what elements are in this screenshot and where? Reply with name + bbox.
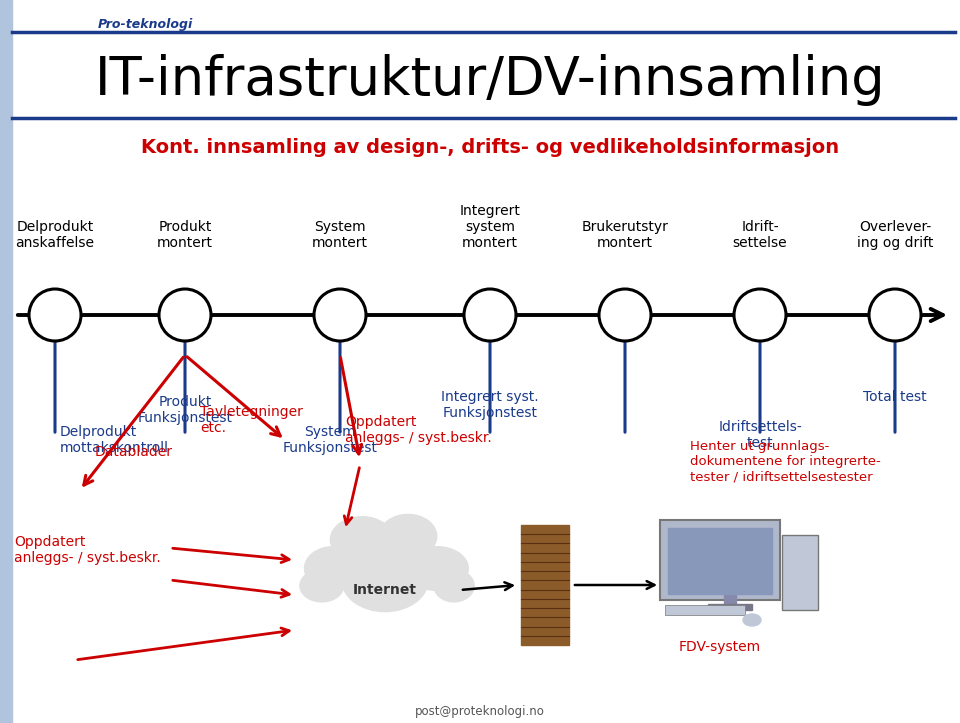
Text: Delprodukt
mottakskontroll: Delprodukt mottakskontroll [60,425,169,455]
Text: Integrert syst.
Funksjonstest: Integrert syst. Funksjonstest [442,390,539,420]
Text: Delprodukt
anskaffelse: Delprodukt anskaffelse [15,220,94,250]
Ellipse shape [405,547,468,591]
Text: Overlever-
ing og drift: Overlever- ing og drift [857,220,933,250]
Text: Idriftsettels-
test: Idriftsettels- test [718,420,802,450]
Ellipse shape [734,289,786,341]
Ellipse shape [379,515,437,558]
Text: Oppdatert
anleggs- / syst.beskr.: Oppdatert anleggs- / syst.beskr. [14,535,160,565]
Ellipse shape [330,517,394,562]
Text: Brukerutstyr
montert: Brukerutstyr montert [582,220,668,250]
Text: post@proteknologi.no: post@proteknologi.no [415,705,545,718]
Text: Idrift-
settelse: Idrift- settelse [732,220,787,250]
Text: FDV-system: FDV-system [679,640,761,654]
Ellipse shape [434,570,474,602]
Text: Tavletegninger
etc.: Tavletegninger etc. [200,405,302,435]
Text: Internet: Internet [353,583,417,597]
Ellipse shape [314,289,366,341]
Bar [521,525,569,645]
Bar [668,528,772,594]
Text: IT-infrastruktur/DV-innsamling: IT-infrastruktur/DV-innsamling [95,54,885,106]
Text: Datablader: Datablader [95,445,173,459]
Ellipse shape [599,289,651,341]
Ellipse shape [869,289,921,341]
Text: System
Funksjonstest: System Funksjonstest [282,425,377,455]
Text: Kont. innsamling av design-, drifts- og vedlikeholdsinformasjon: Kont. innsamling av design-, drifts- og … [141,138,839,157]
Bar [665,605,745,615]
Ellipse shape [29,289,81,341]
Bar [0,0,12,723]
Text: Produkt
Funksjonstest: Produkt Funksjonstest [137,395,232,425]
Text: Produkt
montert: Produkt montert [157,220,213,250]
Bar [660,520,780,600]
Ellipse shape [342,548,428,612]
Ellipse shape [159,289,211,341]
Bar [782,535,818,610]
Text: Total test: Total test [863,390,926,404]
Ellipse shape [743,614,761,626]
Bar [708,604,752,610]
Text: System
montert: System montert [312,220,368,250]
Ellipse shape [300,570,344,602]
Text: Integrert
system
montert: Integrert system montert [460,204,520,250]
Text: Henter ut grunnlags-
dokumentene for integrerte-
tester / idriftsettelsestester: Henter ut grunnlags- dokumentene for int… [690,440,880,483]
Ellipse shape [304,547,362,591]
Bar [724,594,736,606]
Text: Pro-teknologi: Pro-teknologi [97,18,193,31]
Text: Oppdatert
anleggs- / syst.beskr.: Oppdatert anleggs- / syst.beskr. [345,415,492,445]
Ellipse shape [464,289,516,341]
